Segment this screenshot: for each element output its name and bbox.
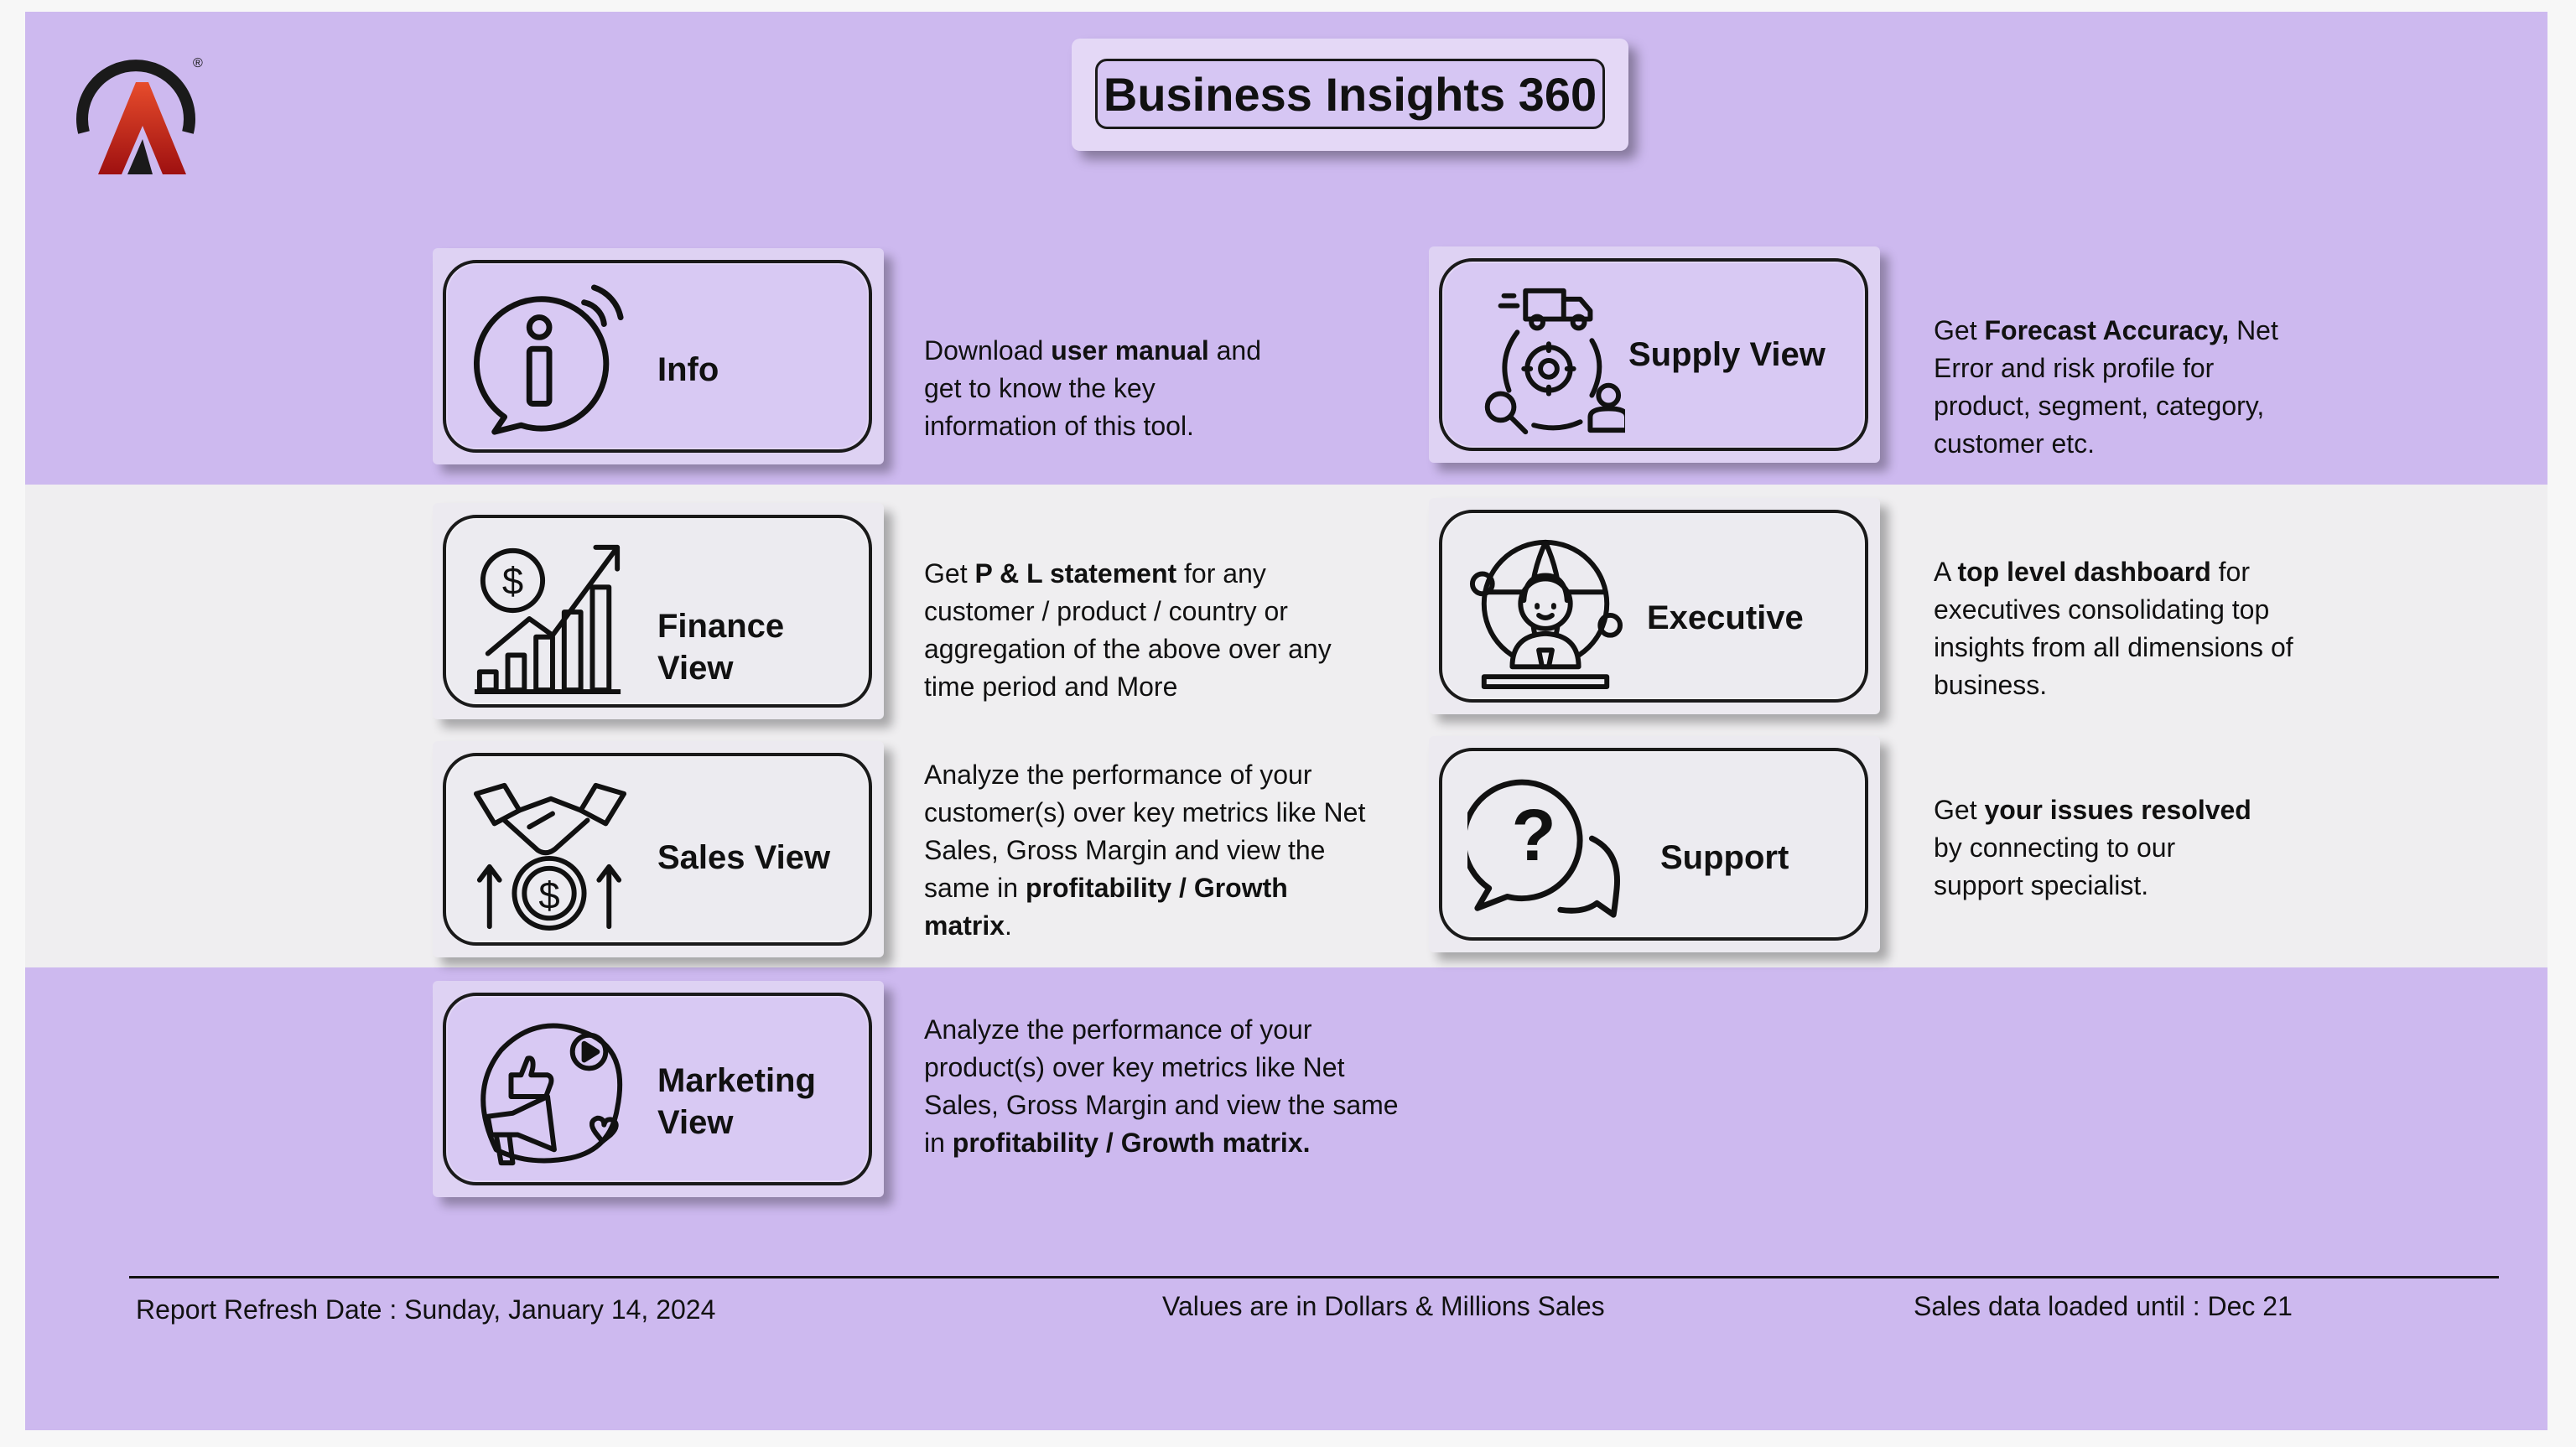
supply-view-button[interactable]: Supply View [1439,258,1868,451]
executive-label: Executive [1647,599,1804,636]
info-card[interactable]: Info [433,248,884,464]
support-button[interactable]: ? Support [1439,748,1868,941]
support-label: Support [1660,839,1789,876]
marketing-view-label: Marketing View [657,1062,816,1141]
page-title: Business Insights 360 [1095,59,1605,129]
finance-growth-icon: $ [474,544,621,695]
sales-view-button[interactable]: $ Sales View [443,753,872,946]
sales-loaded-note: Sales data loaded until : Dec 21 [1914,1291,2293,1321]
info-description: Download user manual and get to know the… [924,335,1261,441]
support-description: Get your issues resolved by connecting t… [1934,795,2251,900]
dashboard-canvas: ® Business Insights 360 Info Download us… [25,12,2547,1430]
svg-text:$: $ [502,559,523,602]
sales-view-label: Sales View [657,839,831,876]
supply-description: Get Forecast Accuracy, Net Error and ris… [1934,315,2278,459]
svg-text:?: ? [1512,795,1556,876]
handshake-dollar-icon: $ [473,782,627,931]
sales-card[interactable]: $ Sales View [433,741,884,957]
support-card[interactable]: ? Support [1429,736,1880,952]
refresh-date-label: Report Refresh Date : [136,1294,405,1325]
marketing-card[interactable]: Marketing View [433,981,884,1197]
refresh-date: Report Refresh Date : Sunday, January 14… [136,1294,715,1325]
refresh-date-value: Sunday, January 14, 2024 [404,1294,716,1325]
info-label: Info [657,351,719,388]
executive-description: A top level dashboard for executives con… [1934,557,2293,700]
marketing-megaphone-icon [480,1023,623,1166]
executive-globe-icon [1469,539,1623,690]
units-note: Values are in Dollars & Millions Sales [1162,1291,1605,1321]
supply-card[interactable]: Supply View [1429,246,1880,463]
registered-mark: ® [193,56,203,70]
supply-view-label: Supply View [1628,336,1826,373]
marketing-description: Analyze the performance of your product(… [924,1014,1399,1158]
svg-text:$: $ [538,874,559,916]
info-button[interactable]: Info [443,260,872,453]
sales-description: Analyze the performance of your customer… [924,760,1366,941]
finance-card[interactable]: $ Finance View [433,503,884,719]
atliq-logo-icon: ® [76,56,203,174]
executive-card[interactable]: Executive [1429,498,1880,714]
supply-chain-icon [1484,288,1625,435]
info-icon [474,284,624,435]
executive-button[interactable]: Executive [1439,510,1868,703]
finance-view-label: Finance View [657,608,785,687]
footer-divider [129,1276,2499,1278]
finance-view-button[interactable]: $ Finance View [443,515,872,708]
marketing-view-button[interactable]: Marketing View [443,993,872,1185]
support-chat-icon: ? [1467,779,1620,918]
finance-description: Get P & L statement for any customer / p… [924,558,1332,702]
title-box: Business Insights 360 [1072,39,1628,151]
